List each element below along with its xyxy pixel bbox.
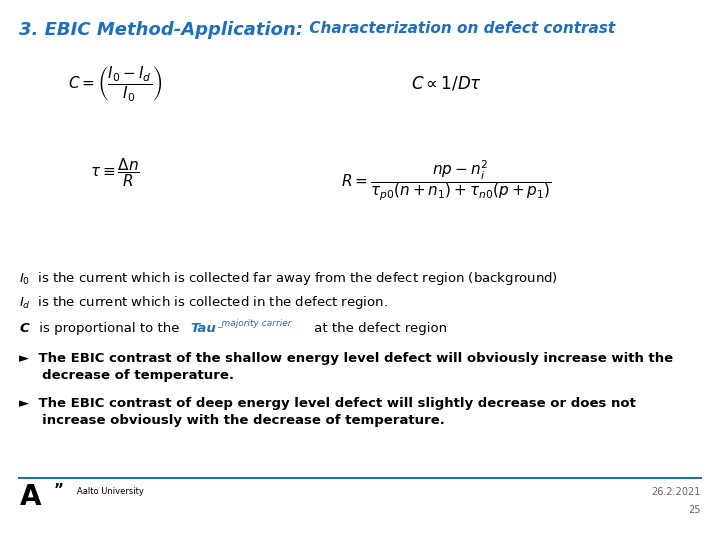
Text: $I_0$  is the current which is collected far away from the defect region (backgr: $I_0$ is the current which is collected …	[19, 270, 558, 287]
Text: Tau: Tau	[191, 322, 217, 335]
Text: $C \propto 1/D\tau$: $C \propto 1/D\tau$	[411, 75, 482, 93]
Text: _majority carrier: _majority carrier	[217, 319, 292, 328]
Text: 3. EBIC Method-Application:: 3. EBIC Method-Application:	[19, 21, 304, 38]
Text: C: C	[19, 322, 30, 335]
Text: Aalto University: Aalto University	[77, 487, 144, 496]
Text: ►  The EBIC contrast of the shallow energy level defect will obviously increase : ► The EBIC contrast of the shallow energ…	[19, 352, 674, 382]
Text: Characterization on defect contrast: Characterization on defect contrast	[304, 21, 615, 36]
Text: at the defect region: at the defect region	[310, 322, 446, 335]
Text: $I_d$  is the current which is collected in the defect region.: $I_d$ is the current which is collected …	[19, 294, 388, 311]
Text: 25: 25	[688, 505, 701, 515]
Text: $\tau \equiv \dfrac{\Delta n}{R}$: $\tau \equiv \dfrac{\Delta n}{R}$	[90, 157, 140, 189]
Text: A: A	[19, 483, 41, 511]
Text: is proportional to the: is proportional to the	[35, 322, 184, 335]
Text: 26.2.2021: 26.2.2021	[651, 487, 701, 497]
Text: $C = \left(\dfrac{I_0 - I_d}{I_0}\right)$: $C = \left(\dfrac{I_0 - I_d}{I_0}\right)…	[68, 64, 162, 103]
Text: ►  The EBIC contrast of deep energy level defect will slightly decrease or does : ► The EBIC contrast of deep energy level…	[19, 397, 636, 427]
Text: $R = \dfrac{np - n_i^2}{\tau_{p0}(n + n_1) + \tau_{n0}(p + p_1)}$: $R = \dfrac{np - n_i^2}{\tau_{p0}(n + n_…	[341, 159, 552, 203]
Text: ”: ”	[54, 483, 64, 498]
